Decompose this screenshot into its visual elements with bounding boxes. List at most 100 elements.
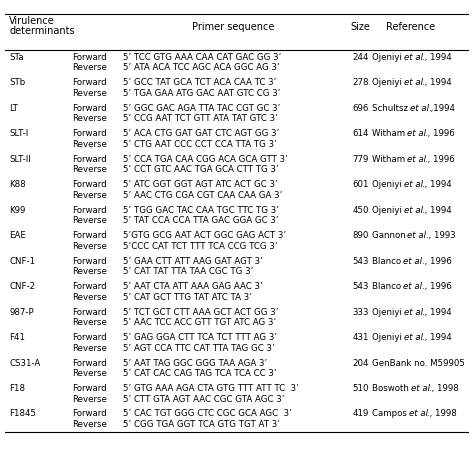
Text: 5’ TAT CCA CCA TTA GAC GGA GC 3’: 5’ TAT CCA CCA TTA GAC GGA GC 3’ bbox=[123, 217, 279, 225]
Text: Witham: Witham bbox=[372, 129, 408, 138]
Text: 543: 543 bbox=[352, 282, 369, 291]
Text: 5’ CCT GTC AAC TGA GCA CTT TG 3’: 5’ CCT GTC AAC TGA GCA CTT TG 3’ bbox=[123, 166, 279, 174]
Text: K99: K99 bbox=[9, 206, 26, 215]
Text: Reverse: Reverse bbox=[72, 140, 107, 149]
Text: F41: F41 bbox=[9, 333, 26, 342]
Text: 5’ ATC GGT GGT AGT ATC ACT GC 3’: 5’ ATC GGT GGT AGT ATC ACT GC 3’ bbox=[123, 180, 278, 189]
Text: F1845: F1845 bbox=[9, 410, 36, 419]
Text: Reverse: Reverse bbox=[72, 217, 107, 225]
Text: 601: 601 bbox=[352, 180, 369, 189]
Text: CNF-2: CNF-2 bbox=[9, 282, 36, 291]
Text: ., 1994: ., 1994 bbox=[422, 308, 452, 317]
Text: ., 1994: ., 1994 bbox=[422, 78, 452, 87]
Text: 890: 890 bbox=[352, 231, 369, 240]
Text: et al: et al bbox=[404, 308, 423, 317]
Text: 5’ TGG GAC TAC CAA TGC TTC TG 3’: 5’ TGG GAC TAC CAA TGC TTC TG 3’ bbox=[123, 206, 279, 215]
Text: et al: et al bbox=[410, 384, 429, 393]
Text: ., 1996: ., 1996 bbox=[426, 155, 455, 164]
Text: 5’ TCT GCT CTT AAA GCT ACT GG 3’: 5’ TCT GCT CTT AAA GCT ACT GG 3’ bbox=[123, 308, 279, 317]
Text: Primer sequence: Primer sequence bbox=[192, 22, 274, 32]
Text: ., 1994: ., 1994 bbox=[422, 333, 452, 342]
Text: Ojeniyi: Ojeniyi bbox=[372, 206, 404, 215]
Text: Reverse: Reverse bbox=[72, 64, 107, 72]
Text: .,1994: .,1994 bbox=[428, 104, 456, 113]
Text: 5’ GCC TAT GCA TCT ACA CAA TC 3’: 5’ GCC TAT GCA TCT ACA CAA TC 3’ bbox=[123, 78, 276, 87]
Text: 450: 450 bbox=[352, 206, 369, 215]
Text: Forward: Forward bbox=[72, 384, 107, 393]
Text: Ojeniyi: Ojeniyi bbox=[372, 180, 404, 189]
Text: Boswoth: Boswoth bbox=[372, 384, 411, 393]
Text: EAE: EAE bbox=[9, 231, 26, 240]
Text: F18: F18 bbox=[9, 384, 26, 393]
Text: et al: et al bbox=[409, 410, 428, 419]
Text: Virulence: Virulence bbox=[9, 16, 55, 26]
Text: 543: 543 bbox=[352, 257, 369, 266]
Text: Reverse: Reverse bbox=[72, 268, 107, 276]
Text: ., 1998: ., 1998 bbox=[427, 410, 457, 419]
Text: Reverse: Reverse bbox=[72, 318, 107, 327]
Text: 419: 419 bbox=[352, 410, 369, 419]
Text: 5’ ACA CTG GAT GAT CTC AGT GG 3’: 5’ ACA CTG GAT GAT CTC AGT GG 3’ bbox=[123, 129, 280, 138]
Text: 333: 333 bbox=[352, 308, 369, 317]
Text: et al: et al bbox=[408, 231, 427, 240]
Text: ., 1994: ., 1994 bbox=[422, 53, 452, 62]
Text: Ojeniyi: Ojeniyi bbox=[372, 53, 404, 62]
Text: 5’ GGC GAC AGA TTA TAC CGT GC 3’: 5’ GGC GAC AGA TTA TAC CGT GC 3’ bbox=[123, 104, 281, 113]
Text: determinants: determinants bbox=[9, 25, 75, 35]
Text: 5’ TGA GAA ATG GAC AAT GTC CG 3’: 5’ TGA GAA ATG GAC AAT GTC CG 3’ bbox=[123, 89, 281, 98]
Text: 5’ TCC GTG AAA CAA CAT GAC GG 3’: 5’ TCC GTG AAA CAA CAT GAC GG 3’ bbox=[123, 53, 282, 62]
Text: Reverse: Reverse bbox=[72, 191, 107, 200]
Text: Reverse: Reverse bbox=[72, 293, 107, 302]
Text: Ojeniyi: Ojeniyi bbox=[372, 333, 404, 342]
Text: Reverse: Reverse bbox=[72, 369, 107, 378]
Text: 5’ CTG AAT CCC CCT CCA TTA TG 3’: 5’ CTG AAT CCC CCT CCA TTA TG 3’ bbox=[123, 140, 277, 149]
Text: 5’ GTG AAA AGA CTA GTG TTT ATT TC  3’: 5’ GTG AAA AGA CTA GTG TTT ATT TC 3’ bbox=[123, 384, 299, 393]
Text: et al: et al bbox=[404, 180, 423, 189]
Text: GenBank no. M59905: GenBank no. M59905 bbox=[372, 359, 465, 368]
Text: Size: Size bbox=[351, 22, 371, 32]
Text: et al: et al bbox=[410, 104, 428, 113]
Text: et al: et al bbox=[404, 53, 423, 62]
Text: 431: 431 bbox=[352, 333, 369, 342]
Text: Forward: Forward bbox=[72, 78, 107, 87]
Text: Reverse: Reverse bbox=[72, 420, 107, 429]
Text: Forward: Forward bbox=[72, 53, 107, 62]
Text: Reverse: Reverse bbox=[72, 115, 107, 123]
Text: ., 1998: ., 1998 bbox=[429, 384, 459, 393]
Text: 5’GTG GCG AAT ACT GGC GAG ACT 3’: 5’GTG GCG AAT ACT GGC GAG ACT 3’ bbox=[123, 231, 286, 240]
Text: ., 1996: ., 1996 bbox=[421, 282, 451, 291]
Text: Forward: Forward bbox=[72, 308, 107, 317]
Text: Ojeniyi: Ojeniyi bbox=[372, 78, 404, 87]
Text: STa: STa bbox=[9, 53, 24, 62]
Text: SLT-I: SLT-I bbox=[9, 129, 28, 138]
Text: 5’ GAA CTT ATT AAG GAT AGT 3’: 5’ GAA CTT ATT AAG GAT AGT 3’ bbox=[123, 257, 263, 266]
Text: Forward: Forward bbox=[72, 282, 107, 291]
Text: K88: K88 bbox=[9, 180, 26, 189]
Text: Forward: Forward bbox=[72, 410, 107, 419]
Text: 5’ AAT CTA ATT AAA GAG AAC 3’: 5’ AAT CTA ATT AAA GAG AAC 3’ bbox=[123, 282, 263, 291]
Text: Gannon: Gannon bbox=[372, 231, 408, 240]
Text: 5’ CAT TAT TTA TAA CGC TG 3’: 5’ CAT TAT TTA TAA CGC TG 3’ bbox=[123, 268, 254, 276]
Text: et al: et al bbox=[407, 129, 426, 138]
Text: Ojeniyi: Ojeniyi bbox=[372, 308, 404, 317]
Text: Witham: Witham bbox=[372, 155, 408, 164]
Text: Forward: Forward bbox=[72, 155, 107, 164]
Text: 5’ AAC TCC ACC GTT TGT ATC AG 3’: 5’ AAC TCC ACC GTT TGT ATC AG 3’ bbox=[123, 318, 276, 327]
Text: Blanco: Blanco bbox=[372, 257, 403, 266]
Text: 5’ CCA TGA CAA CGG ACA GCA GTT 3’: 5’ CCA TGA CAA CGG ACA GCA GTT 3’ bbox=[123, 155, 288, 164]
Text: Forward: Forward bbox=[72, 231, 107, 240]
Text: 278: 278 bbox=[352, 78, 369, 87]
Text: LT: LT bbox=[9, 104, 18, 113]
Text: 5’ CGG TGA GGT TCA GTG TGT AT 3’: 5’ CGG TGA GGT TCA GTG TGT AT 3’ bbox=[123, 420, 280, 429]
Text: Schultsz: Schultsz bbox=[372, 104, 410, 113]
Text: CNF-1: CNF-1 bbox=[9, 257, 36, 266]
Text: Reverse: Reverse bbox=[72, 395, 107, 404]
Text: 5’CCC CAT TCT TTT TCA CCG TCG 3’: 5’CCC CAT TCT TTT TCA CCG TCG 3’ bbox=[123, 242, 278, 251]
Text: Reference: Reference bbox=[386, 22, 436, 32]
Text: 244: 244 bbox=[352, 53, 369, 62]
Text: Reverse: Reverse bbox=[72, 344, 107, 353]
Text: STb: STb bbox=[9, 78, 26, 87]
Text: ., 1994: ., 1994 bbox=[422, 206, 452, 215]
Text: ., 1993: ., 1993 bbox=[426, 231, 456, 240]
Text: et al: et al bbox=[407, 155, 426, 164]
